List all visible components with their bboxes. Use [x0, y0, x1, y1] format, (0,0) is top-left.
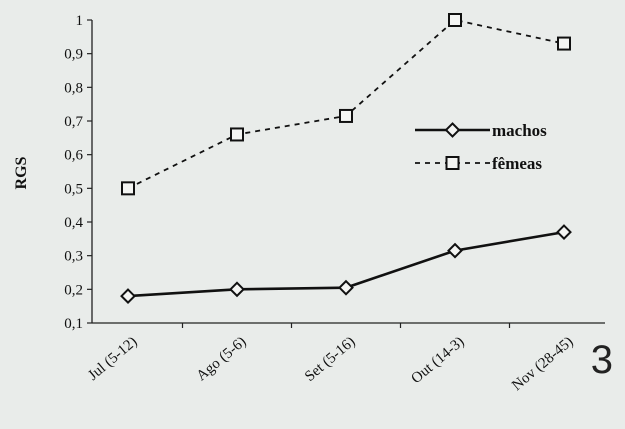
axes — [91, 20, 605, 324]
y-tick-label: 0,6 — [64, 148, 83, 164]
data-point-machos — [229, 281, 245, 298]
data-point-fêmeas — [448, 13, 462, 27]
legend-entry-machos: machos — [415, 121, 547, 140]
data-point-fêmeas — [230, 127, 244, 142]
y-tick-label: 0,2 — [64, 282, 83, 298]
y-tick-label: 0,3 — [64, 249, 83, 265]
data-point-fêmeas — [121, 181, 135, 196]
data-point-machos — [447, 242, 463, 259]
data-point-machos — [120, 288, 136, 304]
x-ticks: Jul (5-12) Ago (5-6) Set (5-16) Out (14-3) N… — [85, 323, 577, 394]
y-ticks: 0,1 0,2 0,3 0,4 0,5 0,6 0,7 0,8 0,9 1 — [64, 13, 92, 332]
data-point-machos — [338, 279, 354, 296]
legend-marker — [444, 122, 461, 138]
y-tick-label: 0,8 — [64, 80, 83, 96]
y-tick-label: 1 — [76, 13, 84, 29]
series-machos — [120, 224, 572, 304]
x-tick-label: Nov (28-45) — [509, 334, 576, 394]
y-tick-label: 0,5 — [64, 181, 83, 197]
x-tick-label: Out (14-3) — [408, 334, 467, 387]
y-tick-label: 0,9 — [64, 47, 83, 63]
legend-label: machos — [492, 121, 547, 140]
y-tick-label: 0,1 — [64, 316, 83, 332]
legend-entry-fêmeas: fêmeas — [415, 154, 542, 173]
x-tick-label: Set (5-16) — [302, 334, 359, 385]
legend-label: fêmeas — [492, 154, 542, 173]
data-point-machos — [556, 224, 572, 241]
y-tick-label: 0,4 — [64, 215, 83, 231]
page-number: 3 — [590, 338, 613, 382]
data-point-fêmeas — [339, 108, 353, 123]
legend-marker — [445, 156, 460, 170]
x-tick-label: Ago (5-6) — [194, 334, 250, 385]
y-axis-label: RGS — [13, 156, 30, 189]
y-tick-label: 0,7 — [64, 114, 83, 130]
data-point-fêmeas — [557, 36, 571, 51]
series-fêmeas — [121, 13, 571, 196]
series-layer — [120, 13, 572, 304]
legend: machos fêmeas — [415, 121, 547, 173]
x-tick-label: Jul (5-12) — [85, 334, 140, 384]
